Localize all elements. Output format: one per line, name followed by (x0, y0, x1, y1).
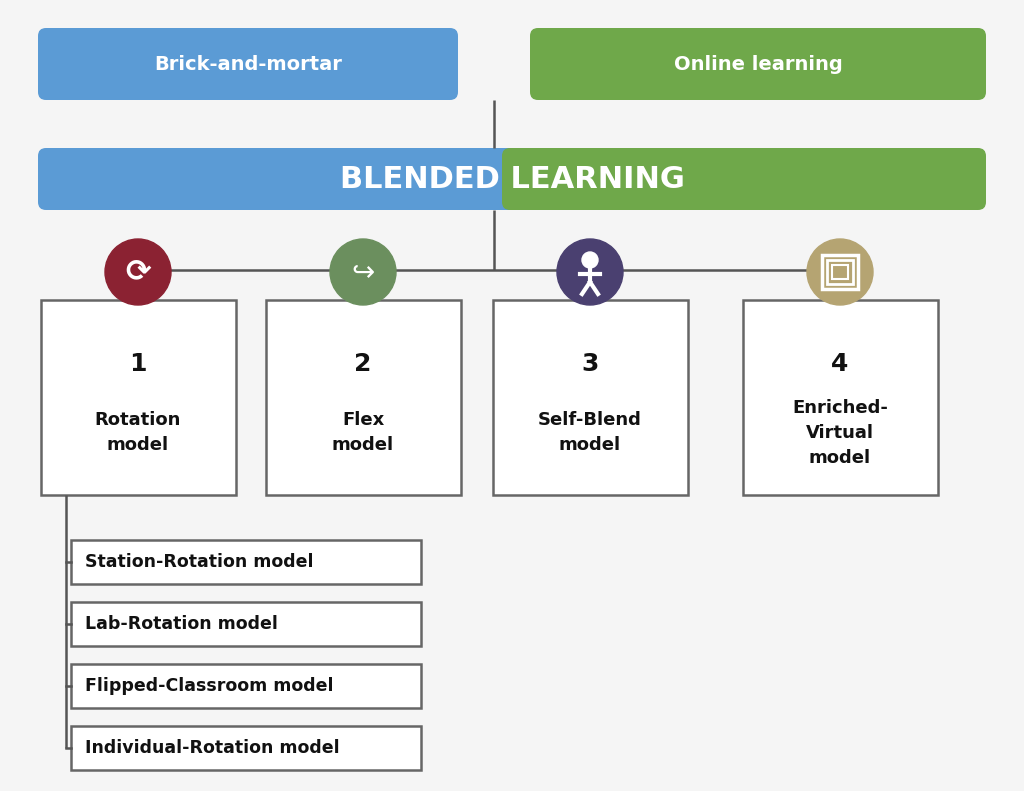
Bar (41, 300, 236, 495)
Text: Lab-Rotation model: Lab-Rotation model (85, 615, 278, 633)
Circle shape (330, 239, 396, 305)
Bar (822, 255, 858, 289)
Bar (827, 260, 853, 284)
Bar (266, 300, 461, 495)
Text: Enriched-
Virtual
model: Enriched- Virtual model (792, 399, 888, 467)
Text: Self-Blend
model: Self-Blend model (538, 411, 642, 454)
Bar (71, 664, 421, 708)
Bar (71, 726, 421, 770)
Circle shape (557, 239, 623, 305)
Text: Online learning: Online learning (674, 55, 843, 74)
Bar (743, 300, 938, 495)
Text: 2: 2 (354, 352, 372, 377)
Text: Flex
model: Flex model (332, 411, 394, 454)
Text: 1: 1 (129, 352, 146, 377)
Circle shape (582, 252, 598, 268)
Text: Station-Rotation model: Station-Rotation model (85, 553, 313, 571)
Bar (831, 265, 848, 279)
Text: ⟳: ⟳ (125, 258, 151, 286)
Bar (71, 540, 421, 584)
Circle shape (807, 239, 873, 305)
Bar (493, 300, 688, 495)
Text: BLENDED LEARNING: BLENDED LEARNING (340, 165, 684, 194)
FancyBboxPatch shape (530, 28, 986, 100)
Text: Flipped-Classroom model: Flipped-Classroom model (85, 677, 334, 695)
Text: ↪: ↪ (351, 258, 375, 286)
FancyBboxPatch shape (502, 148, 986, 210)
Text: Brick-and-mortar: Brick-and-mortar (154, 55, 342, 74)
Bar (504, 148, 520, 210)
Text: 4: 4 (831, 352, 849, 377)
FancyBboxPatch shape (38, 28, 458, 100)
Text: 3: 3 (582, 352, 599, 377)
Bar (71, 602, 421, 646)
FancyBboxPatch shape (38, 148, 522, 210)
Circle shape (105, 239, 171, 305)
Text: Individual-Rotation model: Individual-Rotation model (85, 739, 340, 757)
Text: Rotation
model: Rotation model (95, 411, 181, 454)
